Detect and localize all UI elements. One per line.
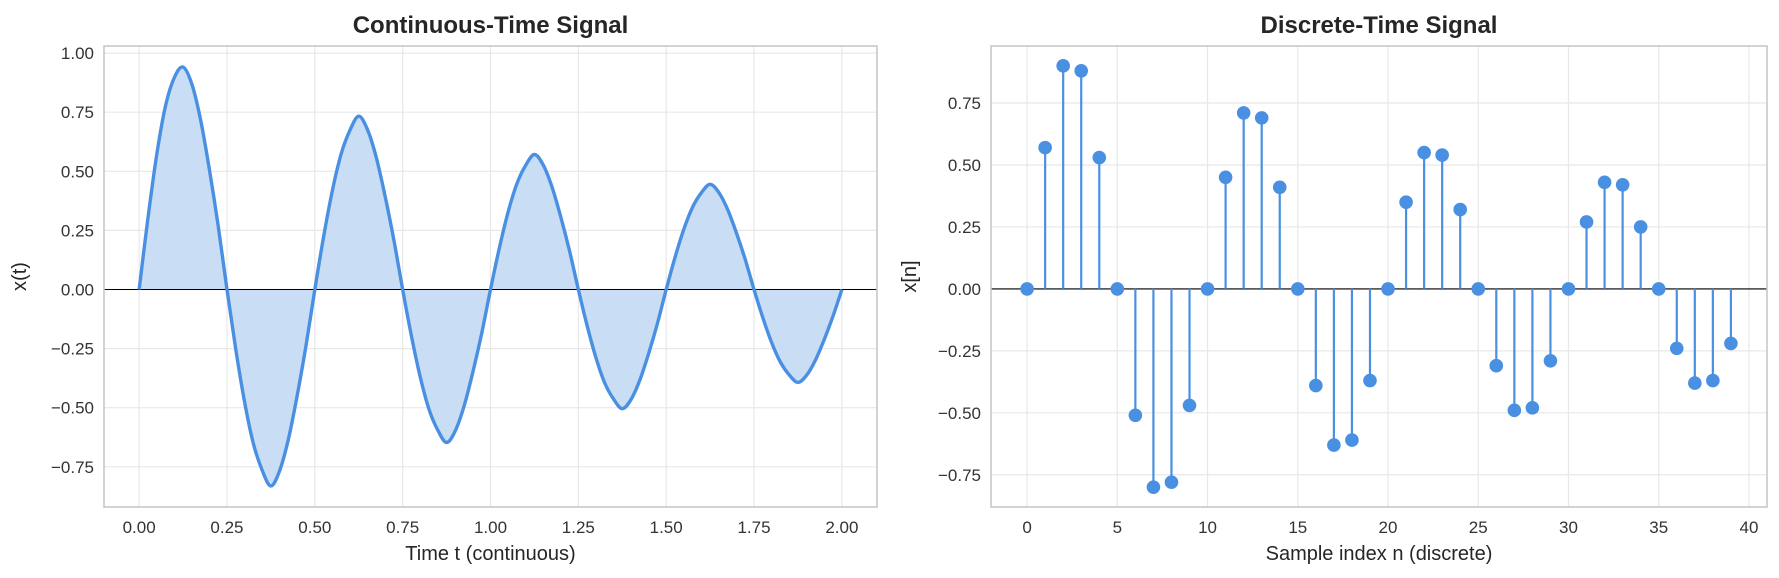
y-tick-label: 0.75 (61, 103, 94, 122)
x-tick-label: 40 (1739, 518, 1758, 537)
continuous-signal-chart: 0.00 0.25 0.50 0.75 1.00 1.25 1.50 1.75 2.00 −0.7… (9, 12, 878, 565)
chart-title: Continuous-Time Signal (353, 12, 629, 39)
y-tick-label: −0.50 (51, 399, 94, 418)
stem-marker (1669, 341, 1684, 356)
x-tick-label: 0.00 (123, 518, 156, 537)
stem-marker (1200, 282, 1215, 296)
plot-frame (103, 45, 878, 508)
y-tick-label: 0.25 (948, 218, 981, 237)
x-tick-label: 0.50 (298, 518, 331, 537)
y-tick-label: −0.25 (938, 342, 981, 361)
x-tick-label: 1.25 (562, 518, 595, 537)
stem-marker (1399, 195, 1413, 209)
stem-marker (1615, 177, 1630, 192)
stem-marker (1038, 140, 1052, 155)
stem-marker (1182, 398, 1197, 413)
x-tick-label: 1.00 (474, 518, 507, 537)
x-tick-label: 35 (1649, 518, 1668, 537)
stem-marker (1128, 408, 1143, 423)
stem-marker (1706, 373, 1720, 388)
y-tick-label: −0.25 (51, 340, 94, 359)
signal-area-fill (139, 66, 842, 486)
stem-marker (1110, 282, 1125, 296)
x-tick-label: 15 (1288, 518, 1307, 537)
stem-marker (1020, 282, 1034, 296)
stem-marker (1327, 438, 1341, 452)
stem-marker (1381, 282, 1395, 296)
discrete-signal-chart: 0 5 10 15 20 25 30 35 40 −0.75 −0.50 −0.25 0.00 0.25 0… (899, 12, 1768, 565)
x-tick-label: 0 (1022, 518, 1031, 537)
x-tick-label: 0.25 (210, 518, 243, 537)
x-tick-label: 10 (1198, 518, 1217, 537)
stem-marker (1417, 145, 1431, 160)
stem-marker (1507, 403, 1522, 418)
stem-marker (1471, 282, 1486, 296)
y-tick-label: 0.25 (61, 221, 94, 240)
y-tick-label: 0.75 (948, 94, 981, 113)
signal-line (137, 65, 844, 488)
y-tick-label: 0.50 (61, 162, 94, 181)
x-tick-label: 0.75 (386, 518, 419, 537)
x-axis-label: Time t (continuous) (405, 543, 575, 565)
stem-marker (1146, 480, 1161, 494)
y-tick-label: −0.75 (938, 466, 981, 485)
stem-marker (1489, 358, 1504, 373)
stem-marker (1345, 433, 1359, 447)
stem-marker (1561, 282, 1576, 296)
stem-marker (1074, 63, 1089, 78)
chart-title: Discrete-Time Signal (1261, 12, 1498, 39)
x-tick-label: 1.75 (737, 518, 770, 537)
stem-marker (1236, 106, 1251, 120)
stem-marker (1056, 59, 1070, 73)
x-tick-label: 30 (1559, 518, 1578, 537)
plot-frame (990, 45, 1768, 508)
y-axis-label: x[n] (899, 260, 921, 292)
stem-marker (1272, 180, 1287, 195)
stem-marker (1309, 378, 1323, 393)
stem-marker (1435, 148, 1449, 162)
y-tick-label: 0.00 (61, 281, 94, 300)
stem-marker (1290, 282, 1305, 296)
stem-marker (1254, 111, 1269, 125)
y-axis-label: x(t) (9, 262, 31, 291)
y-tick-label: 1.00 (61, 44, 94, 63)
stem-marker (1579, 215, 1594, 229)
x-tick-label: 25 (1469, 518, 1488, 537)
y-tick-label: −0.75 (51, 458, 94, 477)
x-tick-label: 2.00 (825, 518, 858, 537)
stem-marker (1633, 220, 1648, 234)
x-tick-label: 1.50 (650, 518, 683, 537)
stem-marker (1724, 336, 1738, 351)
y-tick-label: 0.00 (948, 280, 981, 299)
stem-marker (1543, 353, 1558, 368)
x-tick-label: 20 (1379, 518, 1398, 537)
stem-marker (1597, 175, 1612, 190)
stem-marker (1092, 150, 1107, 165)
x-tick-label: 5 (1113, 518, 1122, 537)
stem-marker (1525, 401, 1540, 415)
stem-marker (1164, 475, 1179, 490)
stem-marker (1218, 170, 1233, 185)
stem-marker (1453, 202, 1468, 217)
y-tick-label: −0.50 (938, 404, 981, 423)
stem-marker (1363, 373, 1377, 388)
stem-marker (1651, 282, 1666, 296)
y-tick-label: 0.50 (948, 156, 981, 175)
x-axis-label: Sample index n (discrete) (1266, 543, 1493, 565)
stem-marker (1688, 376, 1702, 390)
